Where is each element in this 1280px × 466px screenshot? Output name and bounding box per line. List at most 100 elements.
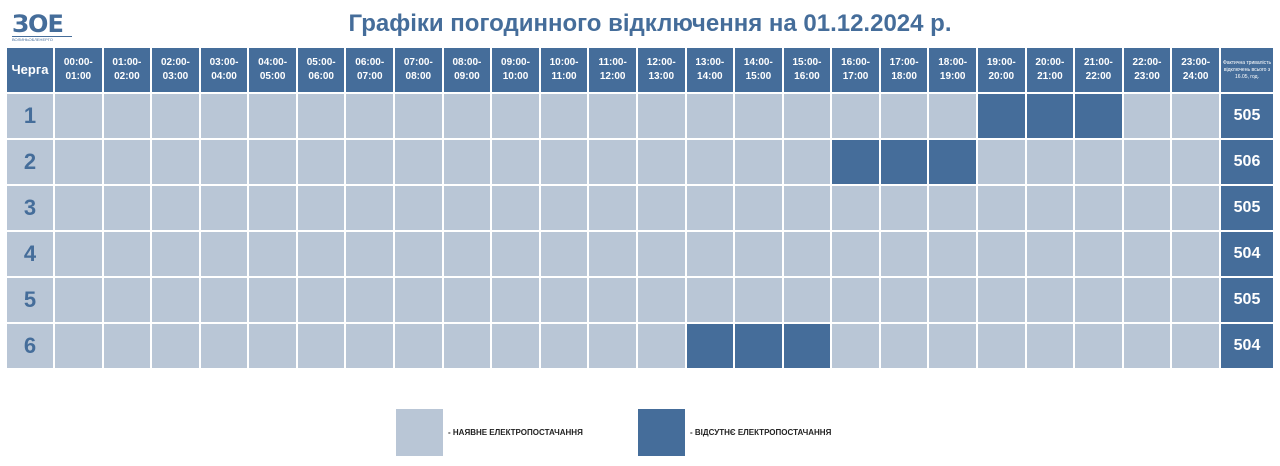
cell-power <box>295 184 347 232</box>
table-row: 2 506 <box>5 138 1275 186</box>
cell-power <box>1121 276 1173 324</box>
cell-power <box>247 184 298 232</box>
header-row: Черга 00:00- 01:00 01:00- 02:00 02:00- 03:… <box>5 46 1275 94</box>
cell-power <box>684 92 736 140</box>
cell-power <box>393 92 444 140</box>
cell-power <box>538 322 590 370</box>
legend-swatch-on <box>396 409 443 456</box>
cell-power <box>635 138 687 186</box>
cell-outage <box>781 322 833 370</box>
header-hour: 15:00- 16:00 <box>781 46 833 94</box>
cell-power <box>1170 138 1221 186</box>
page-title: Графіки погодинного відключення на 01.12… <box>348 10 952 37</box>
cell-power <box>344 230 396 278</box>
cell-power <box>198 138 250 186</box>
header-hour: 04:00- 05:00 <box>247 46 298 94</box>
header-hour: 21:00- 22:00 <box>1073 46 1124 94</box>
cell-power <box>781 184 833 232</box>
cell-power <box>247 92 298 140</box>
cell-power <box>830 184 881 232</box>
header-total: Фактична тривалість відключень всього з … <box>1219 46 1275 94</box>
cell-power <box>441 184 493 232</box>
header-hour: 22:00- 23:00 <box>1121 46 1173 94</box>
cell-power <box>587 230 638 278</box>
cell-outage <box>878 138 930 186</box>
queue-number: 3 <box>5 184 55 232</box>
cell-power <box>587 322 638 370</box>
cell-power <box>344 322 396 370</box>
cell-power <box>1170 92 1221 140</box>
cell-power <box>538 92 590 140</box>
cell-power <box>150 230 201 278</box>
cell-power <box>295 276 347 324</box>
cell-power <box>393 184 444 232</box>
total-hours: 505 <box>1219 276 1275 324</box>
cell-power <box>247 138 298 186</box>
table-row: 1 505 <box>5 92 1275 140</box>
cell-power <box>878 322 930 370</box>
legend-label-off: - ВІДСУТНЄ ЕЛЕКТРОПОСТАЧАННЯ <box>690 428 832 437</box>
cell-power <box>53 184 104 232</box>
header-hour: 10:00- 11:00 <box>538 46 590 94</box>
cell-power <box>198 230 250 278</box>
cell-power <box>344 276 396 324</box>
legend-label-on: - НАЯВНЕ ЕЛЕКТРОПОСТАЧАННЯ <box>448 428 583 437</box>
schedule-table: Черга 00:00- 01:00 01:00- 02:00 02:00- 03:… <box>5 46 1275 370</box>
cell-power <box>1170 184 1221 232</box>
cell-power <box>1170 276 1221 324</box>
cell-power <box>490 322 541 370</box>
cell-power <box>441 230 493 278</box>
cell-power <box>635 230 687 278</box>
logo: ЗОЕ ВОЛИНЬОБЛЕНЕРГО <box>12 12 72 42</box>
header-hour: 13:00- 14:00 <box>684 46 736 94</box>
cell-power <box>490 230 541 278</box>
cell-power <box>150 92 201 140</box>
header-hour: 14:00- 15:00 <box>733 46 784 94</box>
cell-power <box>878 184 930 232</box>
cell-power <box>198 92 250 140</box>
cell-outage <box>684 322 736 370</box>
cell-outage <box>975 92 1027 140</box>
cell-power <box>393 276 444 324</box>
cell-power <box>198 276 250 324</box>
queue-number: 1 <box>5 92 55 140</box>
cell-power <box>635 184 687 232</box>
cell-power <box>490 92 541 140</box>
cell-power <box>1121 92 1173 140</box>
cell-power <box>635 92 687 140</box>
cell-power <box>441 92 493 140</box>
cell-power <box>490 138 541 186</box>
header-hour: 09:00- 10:00 <box>490 46 541 94</box>
header-hour: 19:00- 20:00 <box>975 46 1027 94</box>
cell-power <box>150 138 201 186</box>
header-hour: 02:00- 03:00 <box>150 46 201 94</box>
cell-power <box>927 322 978 370</box>
cell-power <box>1121 138 1173 186</box>
cell-power <box>1170 322 1221 370</box>
queue-number: 4 <box>5 230 55 278</box>
queue-number: 5 <box>5 276 55 324</box>
cell-power <box>1121 230 1173 278</box>
cell-power <box>247 322 298 370</box>
header-hour: 12:00- 13:00 <box>635 46 687 94</box>
cell-power <box>53 92 104 140</box>
cell-power <box>295 138 347 186</box>
cell-power <box>150 184 201 232</box>
cell-power <box>1073 138 1124 186</box>
cell-power <box>101 92 153 140</box>
cell-power <box>1024 276 1076 324</box>
cell-power <box>733 276 784 324</box>
cell-power <box>830 276 881 324</box>
cell-power <box>344 92 396 140</box>
cell-power <box>198 322 250 370</box>
cell-power <box>781 92 833 140</box>
cell-power <box>781 276 833 324</box>
cell-power <box>490 184 541 232</box>
cell-power <box>101 230 153 278</box>
cell-power <box>733 230 784 278</box>
cell-power <box>344 184 396 232</box>
cell-power <box>927 92 978 140</box>
cell-power <box>1073 322 1124 370</box>
total-hours: 504 <box>1219 230 1275 278</box>
table-row: 3 505 <box>5 184 1275 232</box>
